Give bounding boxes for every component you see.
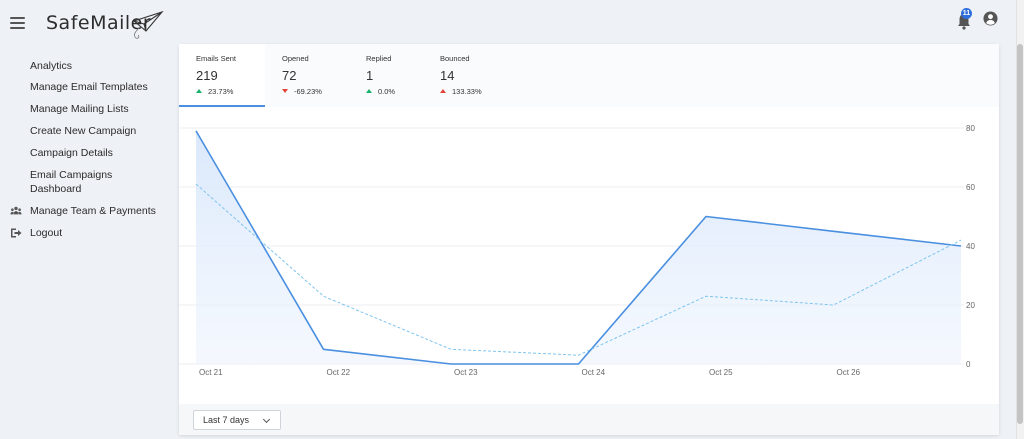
metric-change-value: -69.23% xyxy=(294,87,322,96)
metric-value: 219 xyxy=(196,68,218,83)
sidebar-item-label: Campaign Details xyxy=(30,147,113,159)
sidebar-item-label: Create New Campaign xyxy=(30,125,137,137)
account-icon[interactable] xyxy=(983,11,998,26)
tab-emails-sent[interactable]: Emails Sent 219 23.73% xyxy=(179,44,265,107)
arrow-up-icon xyxy=(196,89,202,93)
tab-opened[interactable]: Opened 72 -69.23% xyxy=(265,44,351,107)
y-tick-label: 60 xyxy=(966,183,975,192)
y-tick-label: 40 xyxy=(966,242,975,251)
arrow-down-icon xyxy=(282,89,288,93)
x-tick-label: Oct 21 xyxy=(199,368,223,377)
logout-icon xyxy=(11,228,22,238)
metric-value: 72 xyxy=(282,68,297,83)
analytics-card: Emails Sent 219 23.73% Opened 72 -69.23%… xyxy=(179,44,999,435)
sidebar-item-label: Logout xyxy=(30,227,63,239)
sidebar-item-manage-email-templates[interactable]: Manage Email Templates xyxy=(0,80,175,94)
sidebar: Analytics Manage Email Templates Manage … xyxy=(0,52,175,240)
metric-change: 133.33% xyxy=(440,87,482,96)
card-footer: Last 7 days xyxy=(179,404,999,435)
emails-line-chart: 0 20 40 60 80 Oct 21 Oct 22 Oct 23 Oct 24 Oct 25 O… xyxy=(179,107,999,404)
notification-badge: 11 xyxy=(961,8,972,19)
series-line-2 xyxy=(195,183,962,356)
date-range-select[interactable]: Last 7 days xyxy=(193,410,281,430)
top-header: SafeMailer 11 xyxy=(0,0,1024,44)
metric-change-value: 0.0% xyxy=(378,87,396,96)
metric-label: Emails Sent xyxy=(196,54,237,63)
x-tick-label: Oct 22 xyxy=(327,368,351,377)
sidebar-item-logout[interactable]: Logout xyxy=(0,226,175,240)
x-tick-label: Oct 24 xyxy=(582,368,606,377)
date-range-label: Last 7 days xyxy=(203,415,250,425)
sidebar-item-campaign-details[interactable]: Campaign Details xyxy=(0,146,175,160)
tab-replied[interactable]: Replied 1 0.0% xyxy=(349,44,425,107)
sidebar-item-label: Email Campaigns Dashboard xyxy=(30,169,113,195)
sidebar-item-email-campaigns-dashboard[interactable]: Email Campaigns Dashboard xyxy=(0,168,120,196)
metric-label: Bounced xyxy=(440,54,470,63)
metric-change: 0.0% xyxy=(366,87,395,96)
metric-change: -69.23% xyxy=(282,87,322,96)
metric-value: 14 xyxy=(440,68,455,83)
tab-bounced[interactable]: Bounced 14 133.33% xyxy=(423,44,509,107)
metric-change-value: 23.73% xyxy=(208,87,234,96)
sidebar-item-create-new-campaign[interactable]: Create New Campaign xyxy=(0,124,175,138)
team-icon xyxy=(10,206,22,215)
sidebar-item-analytics[interactable]: Analytics xyxy=(0,59,175,73)
sidebar-item-label: Manage Email Templates xyxy=(30,81,148,93)
sidebar-item-manage-mailing-lists[interactable]: Manage Mailing Lists xyxy=(0,102,175,116)
series-area xyxy=(196,130,961,364)
chevron-down-icon xyxy=(262,415,271,424)
sidebar-item-label: Analytics xyxy=(30,60,73,72)
y-tick-label: 0 xyxy=(966,360,971,369)
sidebar-item-manage-team-payments[interactable]: Manage Team & Payments xyxy=(0,204,175,218)
metric-label: Opened xyxy=(282,54,309,63)
metric-value: 1 xyxy=(366,68,374,83)
logo-text: SafeMailer xyxy=(46,12,152,34)
x-tick-label: Oct 25 xyxy=(709,368,733,377)
chart-svg: 0 20 40 60 80 Oct 21 Oct 22 Oct 23 Oct 24 Oct 25 O… xyxy=(179,124,975,377)
metric-label: Replied xyxy=(366,54,392,63)
metric-change: 23.73% xyxy=(196,87,233,96)
y-tick-label: 80 xyxy=(966,124,975,133)
menu-icon[interactable] xyxy=(10,17,25,29)
sidebar-item-label: Manage Mailing Lists xyxy=(30,103,129,115)
paper-plane-icon xyxy=(132,10,164,39)
metric-change-value: 133.33% xyxy=(452,87,482,96)
x-tick-label: Oct 23 xyxy=(454,368,478,377)
metrics-tabs: Emails Sent 219 23.73% Opened 72 -69.23%… xyxy=(179,44,999,107)
arrow-up-icon xyxy=(440,89,446,93)
arrow-up-icon xyxy=(366,89,372,93)
series-line-1 xyxy=(195,130,962,365)
sidebar-item-label: Manage Team & Payments xyxy=(30,205,156,217)
x-tick-label: Oct 26 xyxy=(837,368,861,377)
y-tick-label: 20 xyxy=(966,301,975,310)
scrollbar-thumb[interactable] xyxy=(1017,44,1023,424)
